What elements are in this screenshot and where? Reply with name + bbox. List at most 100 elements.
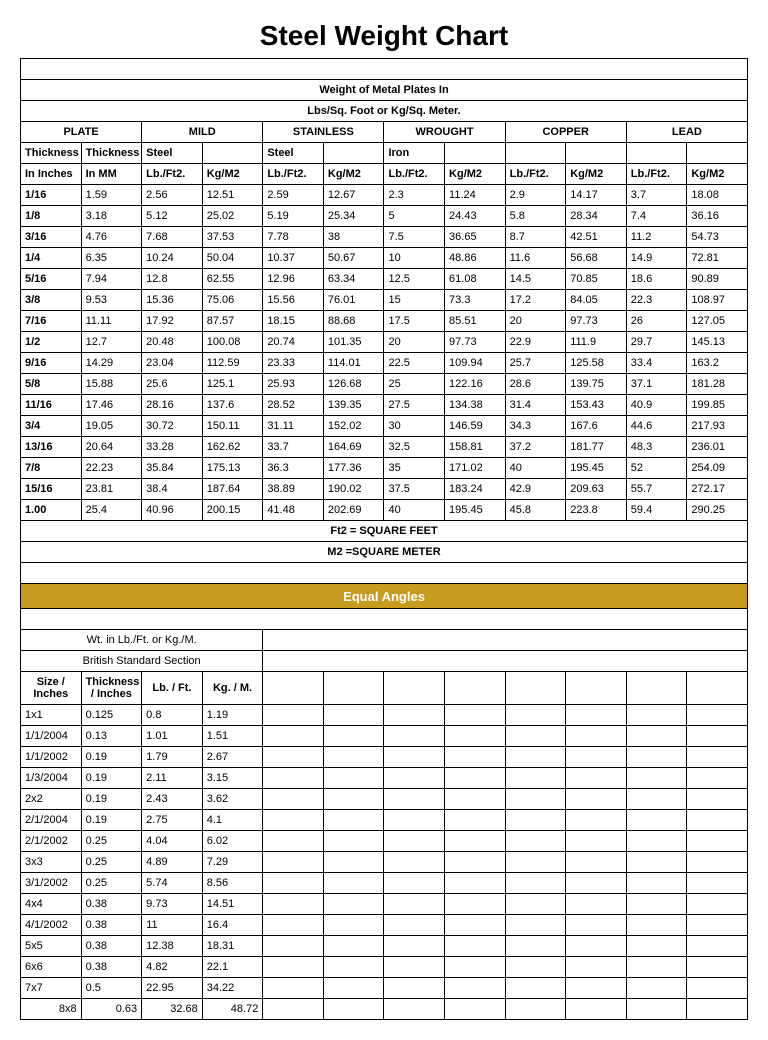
plate-cell: 48.86	[445, 248, 506, 269]
plate-cell: 11.24	[445, 185, 506, 206]
plate-cell: 7.94	[81, 269, 142, 290]
plate-cell: 28.16	[142, 395, 203, 416]
plate-cell: 7.78	[263, 227, 324, 248]
plate-row: 5/815.8825.6125.125.93126.6825122.1628.6…	[21, 374, 748, 395]
plate-cell: 33.28	[142, 437, 203, 458]
angles-cell: 4.82	[142, 957, 203, 978]
angles-cell: 8.56	[202, 873, 263, 894]
subhdr2-2: Lb./Ft2.	[142, 164, 203, 185]
plate-cell: 76.01	[323, 290, 384, 311]
angles-cell: 1.19	[202, 705, 263, 726]
subhdr2-1: In MM	[81, 164, 142, 185]
angles-cell: 5x5	[21, 936, 82, 957]
plate-row: 13/1620.6433.28162.6233.7164.6932.5158.8…	[21, 437, 748, 458]
angles-row: 1x10.1250.81.19	[21, 705, 748, 726]
page-title: Steel Weight Chart	[20, 20, 748, 52]
subhdr1-5	[323, 143, 384, 164]
plate-cell: 25	[384, 374, 445, 395]
plate-cell: 5.19	[263, 206, 324, 227]
plate-cell: 48.3	[626, 437, 687, 458]
plate-cell: 11.6	[505, 248, 566, 269]
plate-cell: 35.84	[142, 458, 203, 479]
plate-row: 3/164.767.6837.537.78387.536.658.742.511…	[21, 227, 748, 248]
subtitle1: Weight of Metal Plates In	[21, 80, 748, 101]
plate-cell: 2.3	[384, 185, 445, 206]
plate-row: 1/83.185.1225.025.1925.34524.435.828.347…	[21, 206, 748, 227]
plate-cell: 59.4	[626, 500, 687, 521]
angles-row: 4/1/20020.381116.4	[21, 915, 748, 936]
angles-cell: 3.15	[202, 768, 263, 789]
plate-cell: 145.13	[687, 332, 748, 353]
plate-cell: 2.9	[505, 185, 566, 206]
angles-cell: 0.38	[81, 894, 142, 915]
angles-row: 3/1/20020.255.748.56	[21, 873, 748, 894]
plate-cell: 22.9	[505, 332, 566, 353]
angles-cell: 0.25	[81, 873, 142, 894]
angles-cell: 9.73	[142, 894, 203, 915]
plate-cell: 8.7	[505, 227, 566, 248]
angles-cell: 0.125	[81, 705, 142, 726]
angles-cell: 22.95	[142, 978, 203, 999]
plate-cell: 24.43	[445, 206, 506, 227]
plate-cell: 125.58	[566, 353, 627, 374]
plate-cell: 56.68	[566, 248, 627, 269]
plate-cell: 34.3	[505, 416, 566, 437]
plate-cell: 20	[384, 332, 445, 353]
angles-cell: 34.22	[202, 978, 263, 999]
plate-cell: 1/4	[21, 248, 82, 269]
angles-cell: 0.38	[81, 936, 142, 957]
subhdr1-10	[626, 143, 687, 164]
plate-cell: 100.08	[202, 332, 263, 353]
plate-cell: 126.68	[323, 374, 384, 395]
plate-cell: 3/8	[21, 290, 82, 311]
angles-row: 4x40.389.7314.51	[21, 894, 748, 915]
angles-cell: 12.38	[142, 936, 203, 957]
plate-cell: 70.85	[566, 269, 627, 290]
plate-cell: 23.81	[81, 479, 142, 500]
plate-cell: 177.36	[323, 458, 384, 479]
subhdr1-3	[202, 143, 263, 164]
plate-cell: 23.04	[142, 353, 203, 374]
plate-cell: 4.76	[81, 227, 142, 248]
plate-cell: 139.75	[566, 374, 627, 395]
plate-cell: 2.59	[263, 185, 324, 206]
angles-cell: 32.68	[142, 999, 203, 1020]
plate-cell: 30	[384, 416, 445, 437]
plate-cell: 236.01	[687, 437, 748, 458]
plate-cell: 18.08	[687, 185, 748, 206]
angles-cell: 16.4	[202, 915, 263, 936]
plate-cell: 30.72	[142, 416, 203, 437]
angles-cell: 7.29	[202, 852, 263, 873]
plate-cell: 55.7	[626, 479, 687, 500]
plate-cell: 10.37	[263, 248, 324, 269]
plate-cell: 33.4	[626, 353, 687, 374]
plate-cell: 40	[384, 500, 445, 521]
plate-cell: 163.2	[687, 353, 748, 374]
subhdr1-9	[566, 143, 627, 164]
plate-cell: 20.48	[142, 332, 203, 353]
plate-cell: 41.48	[263, 500, 324, 521]
plate-cell: 23.33	[263, 353, 324, 374]
plate-cell: 162.62	[202, 437, 263, 458]
plate-cell: 7/8	[21, 458, 82, 479]
angles-cell: 2.43	[142, 789, 203, 810]
angles-hdr-2: Lb. / Ft.	[142, 672, 203, 705]
plate-cell: 7/16	[21, 311, 82, 332]
plate-cell: 7.4	[626, 206, 687, 227]
angles-cell: 1.01	[142, 726, 203, 747]
plate-cell: 158.81	[445, 437, 506, 458]
angles-row: 2/1/20040.192.754.1	[21, 810, 748, 831]
plate-cell: 12.51	[202, 185, 263, 206]
angles-cell: 4.04	[142, 831, 203, 852]
angles-cell: 7x7	[21, 978, 82, 999]
plate-cell: 5	[384, 206, 445, 227]
plate-cell: 209.63	[566, 479, 627, 500]
plate-cell: 9/16	[21, 353, 82, 374]
plate-cell: 37.2	[505, 437, 566, 458]
plate-cell: 146.59	[445, 416, 506, 437]
angles-cell: 0.8	[142, 705, 203, 726]
subhdr2-6: Lb./Ft2.	[384, 164, 445, 185]
plate-cell: 152.02	[323, 416, 384, 437]
subhdr2-9: Kg/M2	[566, 164, 627, 185]
angles-cell: 2.75	[142, 810, 203, 831]
